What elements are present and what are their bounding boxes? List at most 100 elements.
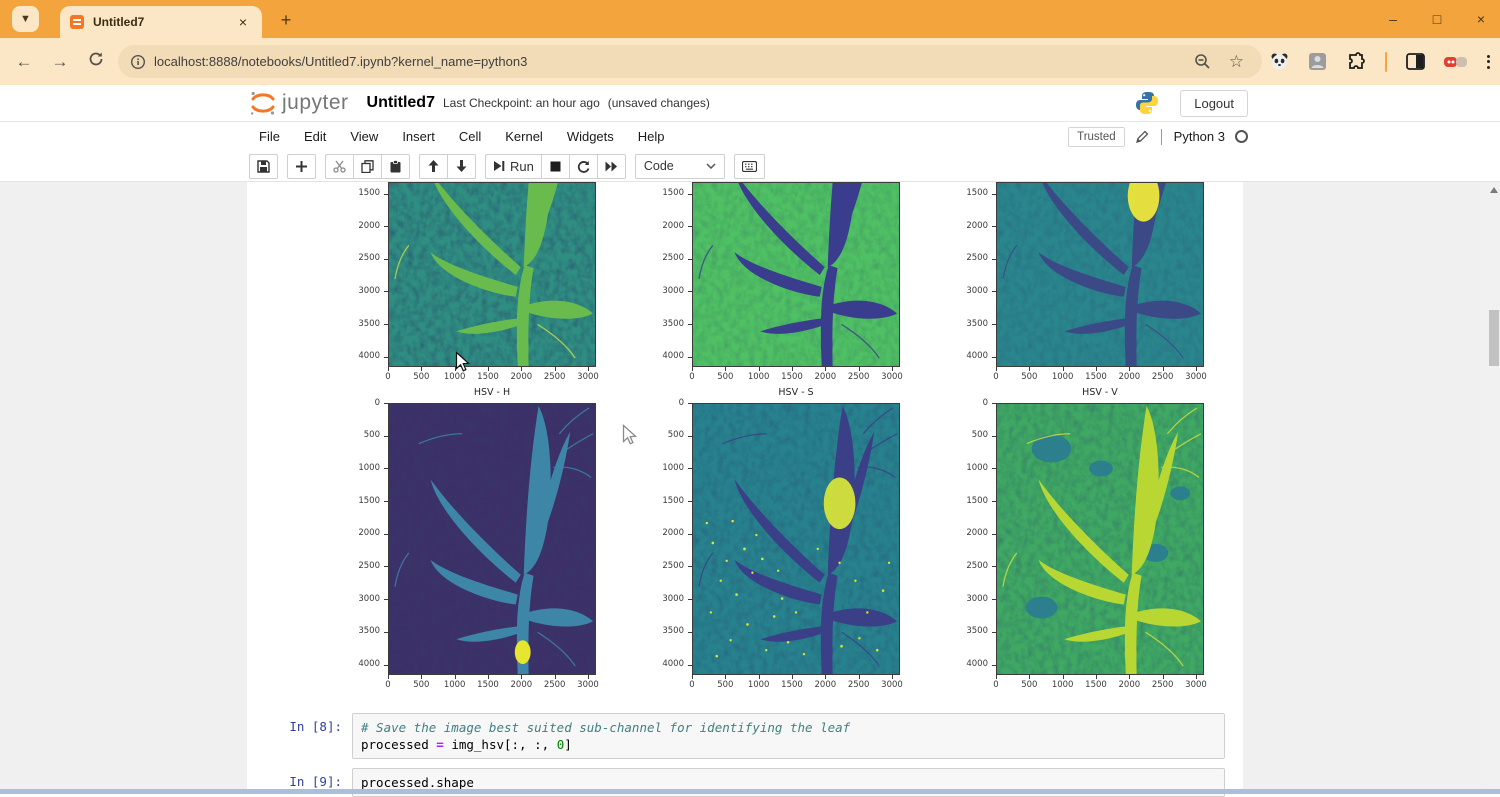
interrupt-kernel-button[interactable]: [541, 154, 570, 179]
extensions-puzzle-icon[interactable]: [1346, 52, 1366, 72]
x-tick-label: 3000: [877, 681, 907, 690]
x-tick-label: 2500: [1148, 681, 1178, 690]
bookmark-star-icon[interactable]: ☆: [1229, 52, 1244, 72]
paste-icon: [389, 160, 402, 173]
menu-item-file[interactable]: File: [247, 129, 292, 144]
x-tick-label: 1000: [744, 373, 774, 382]
plot-image: [692, 403, 900, 675]
y-tick-label: 0: [960, 399, 988, 408]
y-tick-label: 2000: [960, 222, 988, 231]
url-text[interactable]: localhost:8888/notebooks/Untitled7.ipynb…: [154, 54, 1194, 69]
x-tick-label: 0: [677, 681, 707, 690]
scrollbar-thumb[interactable]: [1489, 310, 1499, 366]
restart-kernel-button[interactable]: [569, 154, 598, 179]
plot-image: [996, 182, 1204, 367]
x-tick-label: 3000: [1181, 681, 1211, 690]
command-palette-button[interactable]: [734, 154, 765, 179]
x-tick-label: 0: [677, 373, 707, 382]
y-tick-label: 3500: [352, 320, 380, 329]
jupyter-logo-text[interactable]: jupyter: [282, 91, 349, 115]
move-cell-up-button[interactable]: [419, 154, 448, 179]
zoom-icon[interactable]: [1194, 53, 1211, 70]
restart-run-all-button[interactable]: [597, 154, 626, 179]
notebook-title[interactable]: Untitled7: [367, 94, 435, 112]
cell-type-value: Code: [644, 159, 674, 173]
y-tick-label: 2000: [656, 222, 684, 231]
move-cell-down-button[interactable]: [447, 154, 476, 179]
cell-code-editor[interactable]: # Save the image best suited sub-channel…: [352, 713, 1225, 759]
menu-item-view[interactable]: View: [338, 129, 390, 144]
window-maximize-button[interactable]: □: [1428, 11, 1446, 27]
menu-item-help[interactable]: Help: [626, 129, 677, 144]
menu-item-cell[interactable]: Cell: [447, 129, 493, 144]
arrow-up-icon: [428, 160, 439, 172]
x-tick-label: 500: [710, 681, 740, 690]
x-tick-label: 2000: [1114, 373, 1144, 382]
menu-item-kernel[interactable]: Kernel: [493, 129, 555, 144]
cut-cell-button[interactable]: [325, 154, 354, 179]
menu-item-widgets[interactable]: Widgets: [555, 129, 626, 144]
logout-button[interactable]: Logout: [1180, 90, 1248, 117]
add-cell-button[interactable]: [287, 154, 316, 179]
x-tick-label: 2000: [1114, 681, 1144, 690]
reload-icon[interactable]: [84, 51, 108, 72]
plot-image: [692, 182, 900, 367]
back-icon[interactable]: ←: [12, 52, 36, 72]
scrollbar-up-arrow-icon[interactable]: [1490, 187, 1498, 193]
menu-item-insert[interactable]: Insert: [390, 129, 447, 144]
plot-image: [388, 182, 596, 367]
x-tick-label: 1000: [744, 681, 774, 690]
y-tick-label: 4000: [960, 352, 988, 361]
tab-search-chevron-icon[interactable]: ▼: [12, 6, 39, 32]
paste-cell-button[interactable]: [381, 154, 410, 179]
x-tick-label: 1500: [1081, 373, 1111, 382]
x-tick-label: 500: [1014, 373, 1044, 382]
x-tick-label: 2000: [810, 681, 840, 690]
y-tick-label: 2500: [960, 254, 988, 263]
jupyter-toolbar: Run Code: [0, 151, 1500, 182]
x-tick-label: 2000: [506, 681, 536, 690]
save-button[interactable]: [249, 154, 278, 179]
page-scrollbar[interactable]: [1487, 182, 1500, 789]
window-close-button[interactable]: ×: [1472, 11, 1490, 27]
side-panel-icon[interactable]: [1406, 53, 1425, 70]
window-minimize-button[interactable]: –: [1384, 11, 1402, 27]
scissors-icon: [333, 160, 346, 173]
restart-icon: [577, 160, 590, 173]
y-tick-label: 3000: [352, 287, 380, 296]
browser-menu-icon[interactable]: [1487, 55, 1490, 69]
y-tick-label: 2000: [656, 529, 684, 538]
y-tick-label: 3500: [656, 320, 684, 329]
x-tick-label: 500: [710, 373, 740, 382]
x-tick-label: 3000: [573, 373, 603, 382]
tab-close-icon[interactable]: ×: [234, 13, 252, 31]
site-info-icon[interactable]: [130, 54, 146, 70]
trusted-badge[interactable]: Trusted: [1068, 127, 1125, 147]
y-tick-label: 3500: [960, 627, 988, 636]
recorder-extension-icon[interactable]: [1444, 55, 1468, 69]
cell-type-dropdown[interactable]: Code: [635, 154, 725, 179]
chevron-down-icon: [706, 163, 716, 169]
kernel-name-label: Python 3: [1174, 129, 1225, 144]
run-cell-button[interactable]: Run: [485, 154, 542, 179]
y-tick-label: 4000: [352, 660, 380, 669]
y-tick-label: 4000: [352, 352, 380, 361]
url-bar[interactable]: localhost:8888/notebooks/Untitled7.ipynb…: [118, 45, 1262, 78]
panda-extension-icon[interactable]: [1270, 52, 1289, 71]
browser-navbar: ← → localhost:8888/notebooks/Untitled7.i…: [0, 38, 1500, 85]
save-icon: [257, 160, 270, 173]
forward-icon[interactable]: →: [48, 52, 72, 72]
x-tick-label: 2500: [1148, 373, 1178, 382]
new-tab-button[interactable]: +: [274, 8, 298, 32]
bottom-edge-bar: [0, 789, 1500, 794]
jupyter-logo[interactable]: [250, 89, 276, 117]
run-step-forward-icon: [493, 160, 505, 172]
browser-tab[interactable]: Untitled7 ×: [60, 6, 262, 38]
x-tick-label: 1000: [440, 681, 470, 690]
menu-item-edit[interactable]: Edit: [292, 129, 338, 144]
copy-cell-button[interactable]: [353, 154, 382, 179]
profile-extension-icon[interactable]: [1308, 52, 1327, 71]
